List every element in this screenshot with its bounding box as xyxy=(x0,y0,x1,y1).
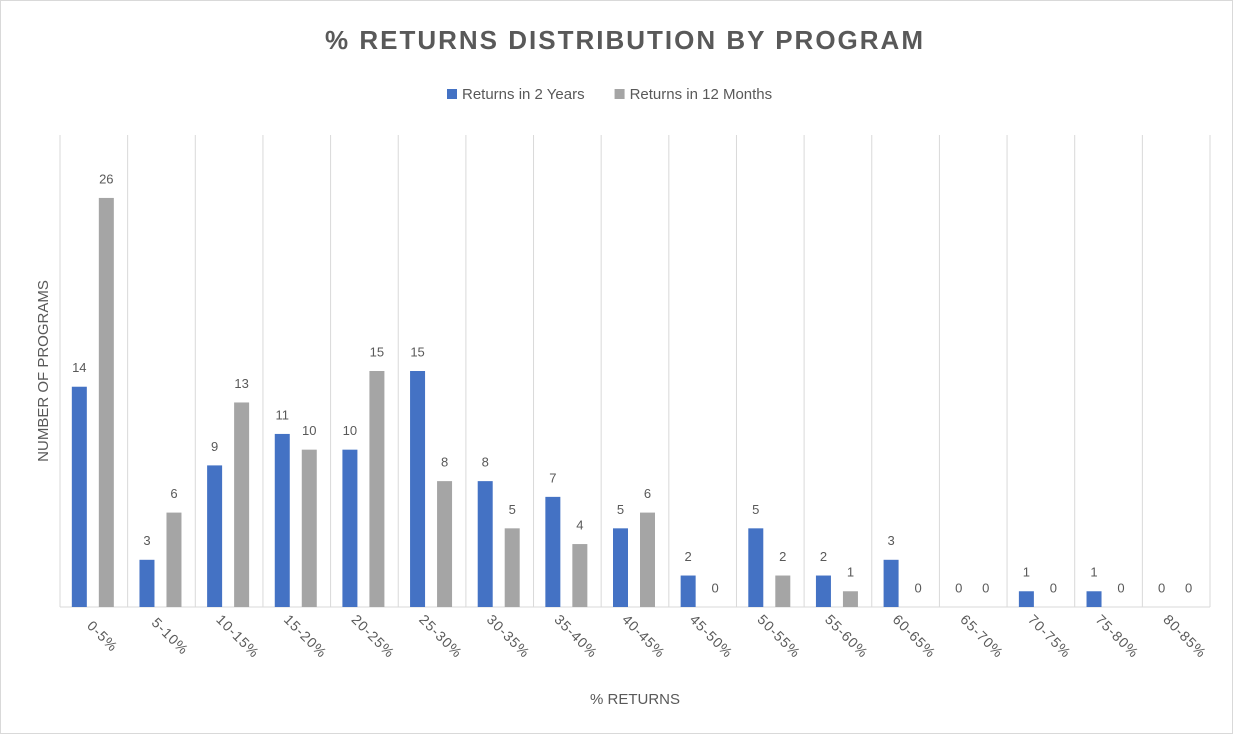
x-axis-label: % RETURNS xyxy=(590,691,680,708)
data-label: 0 xyxy=(1050,580,1057,595)
bar xyxy=(477,481,493,607)
data-label: 15 xyxy=(370,344,384,359)
bar xyxy=(1086,591,1102,607)
data-label: 6 xyxy=(170,486,177,501)
y-axis-label: NUMBER OF PROGRAMS xyxy=(35,280,52,462)
bar xyxy=(437,481,453,607)
bar xyxy=(1018,591,1034,607)
bar xyxy=(572,544,588,607)
bar xyxy=(71,386,87,607)
bar xyxy=(98,197,114,607)
bar xyxy=(207,465,223,607)
data-label: 6 xyxy=(644,486,651,501)
legend-swatch xyxy=(447,89,457,99)
data-label: 1 xyxy=(1023,565,1030,580)
bar xyxy=(342,449,358,607)
data-label: 4 xyxy=(576,518,583,533)
bar xyxy=(775,575,791,607)
data-label: 11 xyxy=(276,407,290,422)
data-label: 13 xyxy=(234,376,248,391)
legend-label: Returns in 12 Months xyxy=(630,86,773,103)
data-label: 8 xyxy=(482,455,489,470)
data-label: 3 xyxy=(887,533,894,548)
bar xyxy=(504,528,520,607)
bar xyxy=(748,528,764,607)
data-label: 2 xyxy=(820,549,827,564)
bar xyxy=(545,496,561,607)
legend-label: Returns in 2 Years xyxy=(462,86,585,103)
data-label: 0 xyxy=(955,580,962,595)
data-label: 9 xyxy=(211,439,218,454)
chart-title: % RETURNS DISTRIBUTION BY PROGRAM xyxy=(325,25,925,55)
bar xyxy=(234,402,250,607)
data-label: 26 xyxy=(99,171,113,186)
bar xyxy=(613,528,628,607)
bar xyxy=(680,575,696,607)
bar xyxy=(369,371,385,607)
data-label: 0 xyxy=(982,580,989,595)
bar xyxy=(842,591,858,607)
bar xyxy=(410,371,426,607)
data-label: 5 xyxy=(752,502,759,517)
data-label: 10 xyxy=(302,423,316,438)
data-label: 3 xyxy=(143,533,150,548)
bar xyxy=(883,559,899,607)
legend-swatch xyxy=(614,89,625,99)
bar xyxy=(301,449,317,607)
data-label: 1 xyxy=(1090,565,1097,580)
data-label: 0 xyxy=(1117,580,1124,595)
data-label: 2 xyxy=(685,549,692,564)
data-label: 8 xyxy=(441,455,448,470)
bar xyxy=(274,433,290,607)
data-label: 15 xyxy=(410,344,424,359)
data-label: 0 xyxy=(914,580,921,595)
bar xyxy=(166,512,182,607)
data-label: 10 xyxy=(343,423,357,438)
data-label: 5 xyxy=(617,502,624,517)
data-label: 5 xyxy=(509,502,516,517)
data-label: 0 xyxy=(1158,580,1165,595)
data-label: 0 xyxy=(1185,580,1192,595)
data-label: 14 xyxy=(72,360,86,375)
data-label: 0 xyxy=(712,580,719,595)
data-label: 2 xyxy=(779,549,786,564)
bar xyxy=(640,512,655,607)
data-label: 1 xyxy=(847,565,854,580)
bar xyxy=(139,559,155,607)
bar xyxy=(815,575,831,607)
data-label: 7 xyxy=(549,470,556,485)
